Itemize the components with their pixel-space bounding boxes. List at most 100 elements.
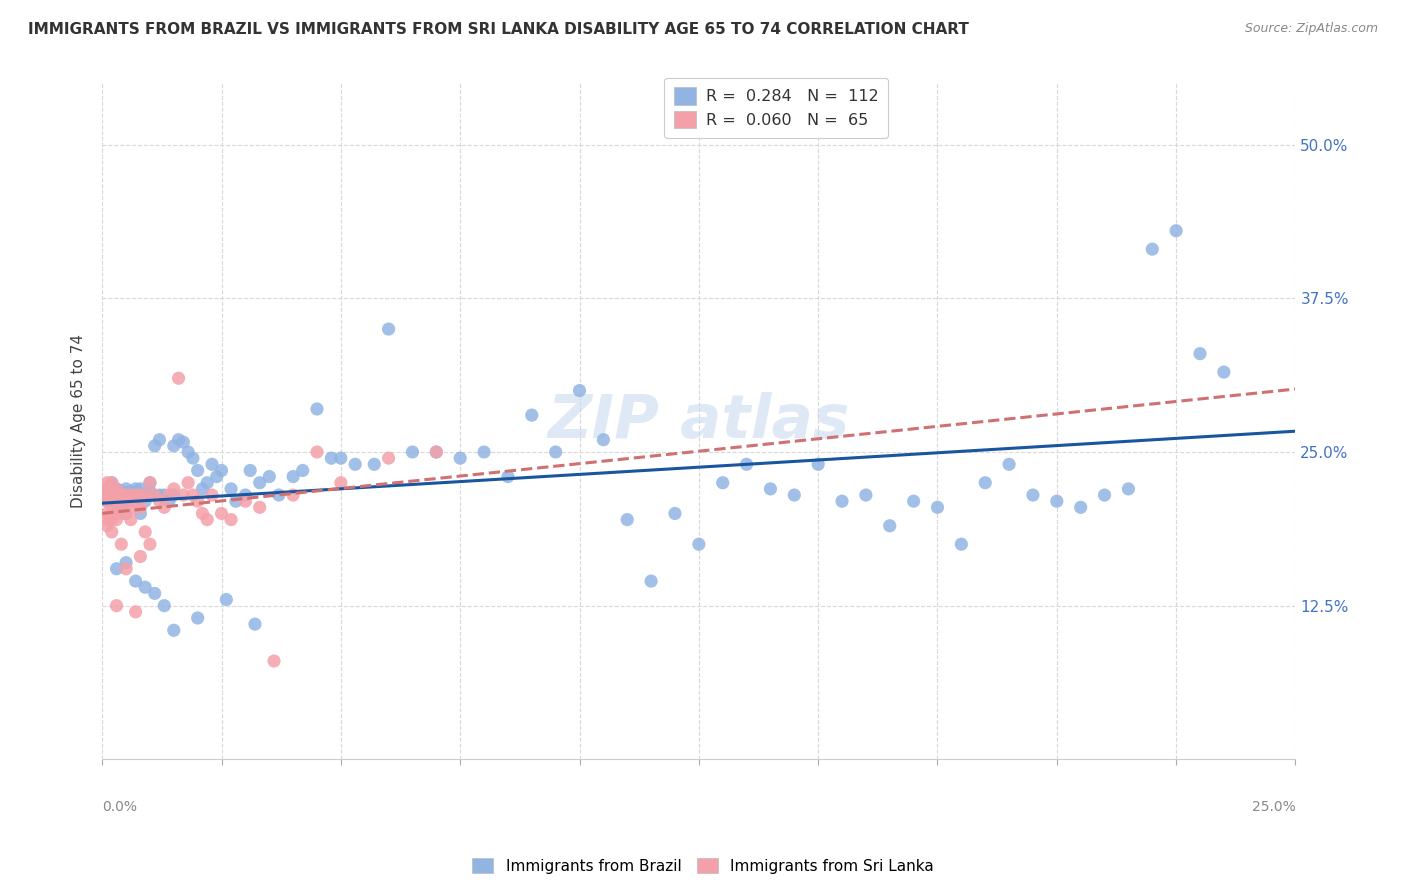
Point	[100, 488, 122, 502]
Point	[163, 624, 186, 638]
Point	[100, 479, 122, 493]
Point	[831, 494, 853, 508]
Point	[105, 599, 128, 613]
Point	[115, 562, 138, 576]
Point	[243, 617, 266, 632]
Point	[1212, 365, 1234, 379]
Point	[1070, 500, 1092, 515]
Point	[520, 408, 543, 422]
Point	[153, 488, 176, 502]
Point	[105, 507, 128, 521]
Point	[903, 494, 925, 508]
Point	[201, 488, 224, 502]
Point	[568, 384, 591, 398]
Point	[100, 494, 122, 508]
Point	[100, 507, 122, 521]
Point	[172, 488, 194, 502]
Point	[100, 494, 122, 508]
Point	[177, 475, 200, 490]
Point	[124, 488, 146, 502]
Point	[449, 451, 471, 466]
Point	[115, 488, 138, 502]
Point	[163, 482, 186, 496]
Point	[974, 475, 997, 490]
Point	[211, 507, 233, 521]
Point	[96, 482, 118, 496]
Point	[472, 445, 495, 459]
Point	[124, 500, 146, 515]
Point	[124, 574, 146, 588]
Point	[110, 484, 132, 499]
Point	[96, 475, 118, 490]
Point	[96, 488, 118, 502]
Point	[377, 451, 399, 466]
Point	[134, 488, 156, 502]
Point	[124, 482, 146, 496]
Point	[191, 482, 214, 496]
Point	[100, 484, 122, 499]
Point	[1022, 488, 1045, 502]
Point	[267, 488, 290, 502]
Point	[100, 524, 122, 539]
Point	[187, 494, 209, 508]
Point	[211, 463, 233, 477]
Point	[115, 507, 138, 521]
Point	[344, 458, 367, 472]
Point	[195, 513, 218, 527]
Point	[129, 507, 152, 521]
Point	[321, 451, 343, 466]
Point	[1188, 346, 1211, 360]
Point	[105, 484, 128, 499]
Point	[115, 507, 138, 521]
Point	[139, 537, 162, 551]
Point	[401, 445, 423, 459]
Point	[105, 482, 128, 496]
Point	[157, 494, 180, 508]
Point	[167, 371, 190, 385]
Point	[110, 488, 132, 502]
Point	[105, 488, 128, 502]
Point	[134, 488, 156, 502]
Point	[134, 580, 156, 594]
Text: ZIP atlas: ZIP atlas	[548, 392, 851, 450]
Point	[201, 458, 224, 472]
Point	[219, 482, 242, 496]
Point	[115, 488, 138, 502]
Point	[177, 445, 200, 459]
Point	[110, 537, 132, 551]
Point	[120, 488, 142, 502]
Point	[115, 494, 138, 508]
Point	[153, 599, 176, 613]
Point	[1142, 242, 1164, 256]
Point	[139, 475, 162, 490]
Point	[157, 488, 180, 502]
Point	[735, 458, 758, 472]
Point	[688, 537, 710, 551]
Point	[259, 469, 281, 483]
Point	[927, 500, 949, 515]
Point	[807, 458, 830, 472]
Point	[592, 433, 614, 447]
Point	[281, 469, 304, 483]
Point	[153, 500, 176, 515]
Point	[96, 494, 118, 508]
Point	[305, 445, 328, 459]
Point	[291, 463, 314, 477]
Point	[167, 433, 190, 447]
Point	[120, 513, 142, 527]
Point	[239, 463, 262, 477]
Point	[110, 494, 132, 508]
Point	[105, 562, 128, 576]
Point	[115, 556, 138, 570]
Point	[100, 475, 122, 490]
Legend: R =  0.284   N =  112, R =  0.060   N =  65: R = 0.284 N = 112, R = 0.060 N = 65	[665, 78, 889, 138]
Point	[105, 507, 128, 521]
Point	[950, 537, 973, 551]
Point	[120, 494, 142, 508]
Point	[129, 482, 152, 496]
Point	[129, 549, 152, 564]
Point	[496, 469, 519, 483]
Point	[96, 518, 118, 533]
Point	[100, 513, 122, 527]
Point	[105, 494, 128, 508]
